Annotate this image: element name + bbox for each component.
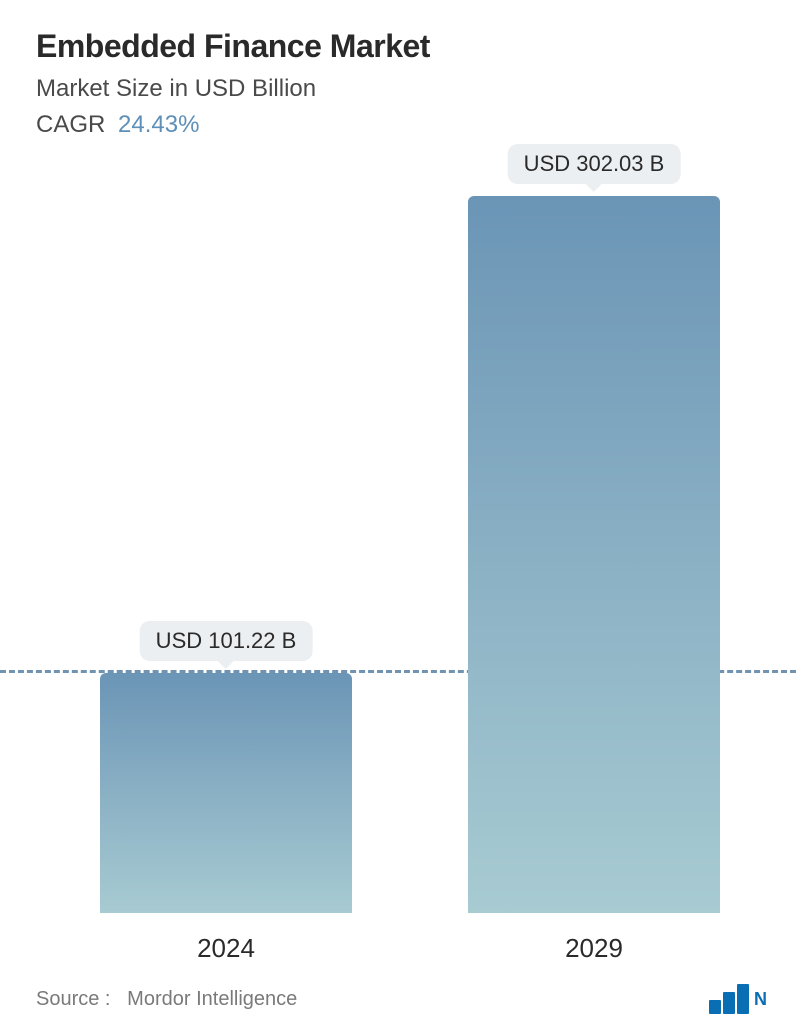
logo-bar-icon <box>723 992 735 1014</box>
x-axis-labels: 2024 2029 <box>36 919 760 979</box>
chart-container: Embedded Finance Market Market Size in U… <box>0 0 796 1034</box>
bar <box>468 196 720 913</box>
chart-title: Embedded Finance Market <box>36 28 760 65</box>
source-attribution: Source : Mordor Intelligence <box>36 988 297 1011</box>
x-axis-label: 2024 <box>197 933 255 964</box>
bar <box>100 673 352 913</box>
bar-value-badge: USD 302.03 B <box>508 144 681 184</box>
source-label: Source : <box>36 988 110 1010</box>
footer: Source : Mordor Intelligence N <box>36 984 768 1014</box>
x-axis-label: 2029 <box>565 933 623 964</box>
cagr-row: CAGR 24.43% <box>36 111 760 139</box>
logo-text: N <box>754 989 768 1010</box>
cagr-value: 24.43% <box>118 111 199 138</box>
chart-subtitle: Market Size in USD Billion <box>36 75 760 103</box>
logo-bar-icon <box>709 1000 721 1014</box>
bar-value-badge: USD 101.22 B <box>140 621 313 661</box>
cagr-label: CAGR <box>36 111 105 138</box>
plot-area: USD 101.22 BUSD 302.03 B <box>36 153 760 913</box>
logo-bar-icon <box>737 984 749 1014</box>
source-name: Mordor Intelligence <box>127 988 297 1010</box>
brand-logo-icon: N <box>709 984 768 1014</box>
